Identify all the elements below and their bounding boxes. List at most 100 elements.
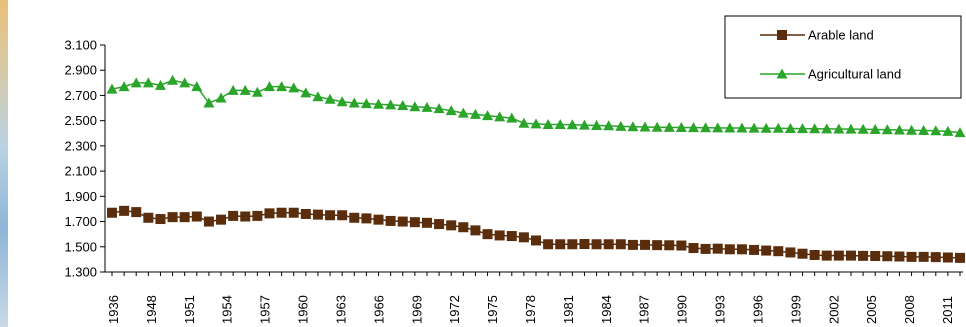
arable-land-point <box>131 207 142 218</box>
agricultural-land-point <box>881 124 893 135</box>
agricultural-land-point <box>833 123 845 134</box>
arable-land-point <box>312 209 323 220</box>
arable-land-point <box>119 205 130 216</box>
arable-land-point <box>664 240 675 251</box>
legend-marker-square <box>777 30 787 40</box>
x-tick-label: 1999 <box>788 295 803 324</box>
arable-land-point <box>785 247 796 258</box>
arable-land-point <box>288 207 299 218</box>
agricultural-land-point <box>893 124 905 135</box>
agricultural-land-point <box>494 111 506 122</box>
arable-land-point <box>688 243 699 254</box>
y-tick-label: 1.900 <box>64 189 97 204</box>
x-tick-label: 1993 <box>713 295 728 324</box>
x-tick-label: 1984 <box>599 295 614 324</box>
agricultural-land-point <box>288 82 300 93</box>
series-line-arable-land <box>111 210 961 259</box>
x-tick-label: 1981 <box>561 295 576 324</box>
x-tick-label: 1963 <box>333 295 348 324</box>
agricultural-land-point <box>251 86 263 97</box>
arable-land-point <box>640 239 651 250</box>
arable-land-point <box>264 208 275 219</box>
y-tick-label: 3.100 <box>64 38 97 53</box>
legend-marker-triangle <box>776 68 788 79</box>
arable-land-point <box>579 239 590 250</box>
agricultural-land-point <box>118 81 130 92</box>
x-axis: 1936 1948 1951 1954 1957 1960 1963 1966 1969 1972… <box>105 271 963 324</box>
y-tick-label: 1.300 <box>64 265 97 280</box>
arable-land-point <box>797 248 808 259</box>
agricultural-land-point <box>276 81 288 92</box>
agricultural-land-point <box>348 97 360 108</box>
arable-land-point <box>203 216 214 227</box>
arable-land-point <box>240 211 251 222</box>
arable-land-point <box>107 207 117 218</box>
arable-land-point <box>700 243 711 254</box>
agricultural-land-point <box>736 122 748 133</box>
arable-land-point <box>518 232 529 243</box>
arable-land-point <box>421 217 432 228</box>
arable-land-point <box>434 219 445 230</box>
agricultural-land-point <box>457 107 469 118</box>
agricultural-land-point <box>106 83 118 94</box>
agricultural-land-point <box>506 112 518 123</box>
agricultural-land-point <box>554 118 566 129</box>
legend-label: Arable land <box>808 28 874 43</box>
agricultural-land-point <box>748 122 760 133</box>
agricultural-land-point <box>373 98 385 109</box>
agricultural-land-point <box>809 123 821 134</box>
arable-land-point <box>494 230 505 241</box>
arable-land-point <box>821 250 832 261</box>
arable-land-point <box>712 243 723 254</box>
agricultural-land-point <box>518 117 530 128</box>
agricultural-land-point <box>627 121 639 132</box>
arable-land-point <box>894 251 905 262</box>
x-tick-label: 2008 <box>902 295 917 324</box>
arable-land-point <box>724 244 735 255</box>
x-tick-label: 2002 <box>826 295 841 324</box>
agricultural-land-point <box>142 77 154 88</box>
agricultural-land-point <box>154 79 166 90</box>
arable-land-point <box>482 229 493 240</box>
agricultural-land-point <box>857 123 869 134</box>
arable-land-point <box>627 239 638 250</box>
x-tick-label: 1978 <box>523 295 538 324</box>
agricultural-land-point <box>639 121 651 132</box>
series-layer <box>106 74 966 263</box>
agricultural-land-point <box>772 122 784 133</box>
agricultural-land-point <box>784 122 796 133</box>
agricultural-land-point <box>215 92 227 103</box>
agricultural-land-point <box>797 123 809 134</box>
arable-land-point <box>300 208 311 219</box>
agricultural-land-point <box>167 74 179 85</box>
x-tick-label: 1966 <box>371 295 386 324</box>
y-tick-label: 2.300 <box>64 138 97 153</box>
agricultural-land-point <box>203 97 215 108</box>
agricultural-land-point <box>469 108 481 119</box>
arable-land-point <box>325 210 336 221</box>
agricultural-land-point <box>263 81 275 92</box>
agricultural-land-point <box>687 122 699 133</box>
agricultural-land-point <box>869 123 881 134</box>
y-tick-label: 2.500 <box>64 113 97 128</box>
legend-label: Agricultural land <box>808 67 901 82</box>
x-tick-label: 1957 <box>258 295 273 324</box>
arable-land-point <box>761 245 772 256</box>
arable-land-point <box>615 239 626 250</box>
agricultural-land-point <box>712 122 724 133</box>
agricultural-land-point <box>591 119 603 130</box>
agricultural-land-point <box>615 120 627 131</box>
agricultural-land-point <box>385 99 397 110</box>
arable-land-point <box>228 210 239 221</box>
x-tick-label: 1948 <box>144 295 159 324</box>
agricultural-land-point <box>821 123 833 134</box>
agricultural-land-point <box>675 121 687 132</box>
agricultural-land-point <box>578 119 590 130</box>
arable-land-point <box>773 246 784 257</box>
arable-land-point <box>361 213 372 224</box>
arable-land-point <box>543 239 554 250</box>
agricultural-land-point <box>191 81 203 92</box>
arable-land-point <box>446 220 457 231</box>
agricultural-land-point <box>724 122 736 133</box>
agricultural-land-point <box>845 123 857 134</box>
